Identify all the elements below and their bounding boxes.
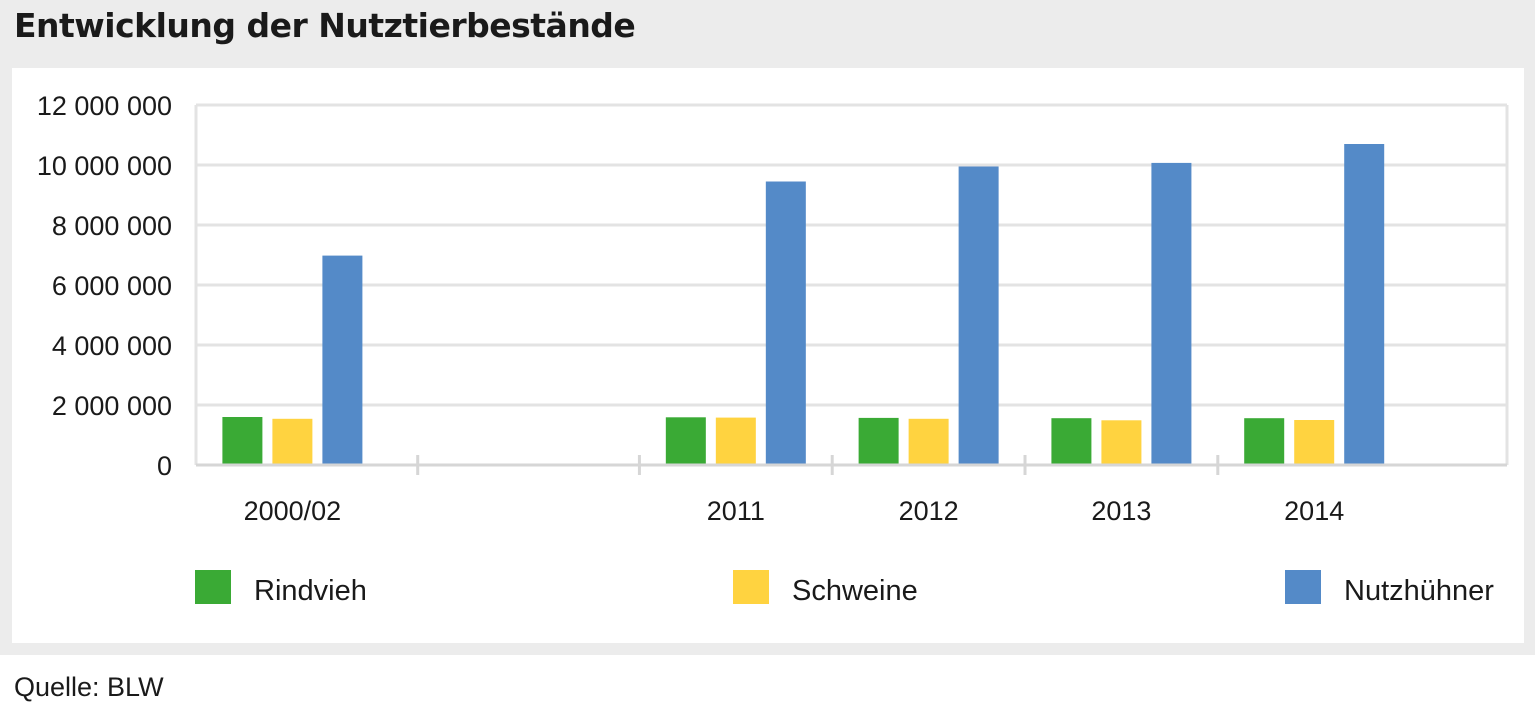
bar-rindvieh-2013 bbox=[1051, 418, 1092, 465]
y-tick-label: 8 000 000 bbox=[52, 211, 172, 241]
bar-nutzhühner-2012 bbox=[958, 166, 999, 465]
y-tick-label: 12 000 000 bbox=[37, 91, 172, 121]
grid-lines bbox=[194, 103, 1509, 467]
bar-schweine-2013 bbox=[1101, 420, 1142, 465]
bar-nutzhühner-2013 bbox=[1151, 162, 1192, 465]
legend-swatch-nutzhühner bbox=[1285, 570, 1321, 604]
bar-rindvieh-2000/02 bbox=[222, 417, 263, 465]
y-tick-label: 2 000 000 bbox=[52, 391, 172, 421]
y-axis-tick-labels: 0 2 000 000 4 000 000 6 000 000 8 000 000 10 … bbox=[37, 91, 172, 481]
y-tick-label: 4 000 000 bbox=[52, 331, 172, 361]
bar-schweine-2012 bbox=[908, 418, 949, 465]
bar-nutzhühner-2011 bbox=[765, 181, 806, 465]
bar-schweine-2000/02 bbox=[272, 418, 313, 465]
x-tick-label: 2011 bbox=[707, 496, 765, 526]
x-tick-label: 2012 bbox=[899, 496, 959, 526]
legend-label-rindvieh: Rindvieh bbox=[254, 575, 367, 607]
bar-rindvieh-2014 bbox=[1244, 418, 1285, 465]
x-axis-tick-labels: 2000/02 2011 2012 2013 2014 bbox=[244, 496, 1345, 526]
bar-schweine-2014 bbox=[1294, 420, 1335, 465]
source-note: Quelle: BLW bbox=[14, 672, 164, 702]
x-tick-label: 2000/02 bbox=[244, 496, 342, 526]
bar-nutzhühner-2000/02 bbox=[322, 255, 363, 465]
x-axis bbox=[196, 455, 1507, 475]
x-tick-label: 2013 bbox=[1091, 496, 1151, 526]
bar-nutzhühner-2014 bbox=[1344, 144, 1385, 465]
bars bbox=[222, 144, 1385, 465]
x-tick-label: 2014 bbox=[1284, 496, 1344, 526]
legend: Rindvieh Schweine Nutzhühner bbox=[195, 570, 1494, 607]
bar-rindvieh-2011 bbox=[665, 417, 706, 465]
legend-label-schweine: Schweine bbox=[792, 575, 918, 607]
y-tick-label: 0 bbox=[157, 451, 172, 481]
chart-title: Entwicklung der Nutztierbestände bbox=[14, 6, 636, 45]
bar-schweine-2011 bbox=[715, 417, 756, 465]
y-tick-label: 6 000 000 bbox=[52, 271, 172, 301]
y-tick-label: 10 000 000 bbox=[37, 151, 172, 181]
bar-rindvieh-2012 bbox=[858, 417, 899, 465]
legend-swatch-schweine bbox=[733, 570, 769, 604]
legend-label-nutzhühner: Nutzhühner bbox=[1344, 575, 1494, 607]
legend-swatch-rindvieh bbox=[195, 570, 231, 604]
